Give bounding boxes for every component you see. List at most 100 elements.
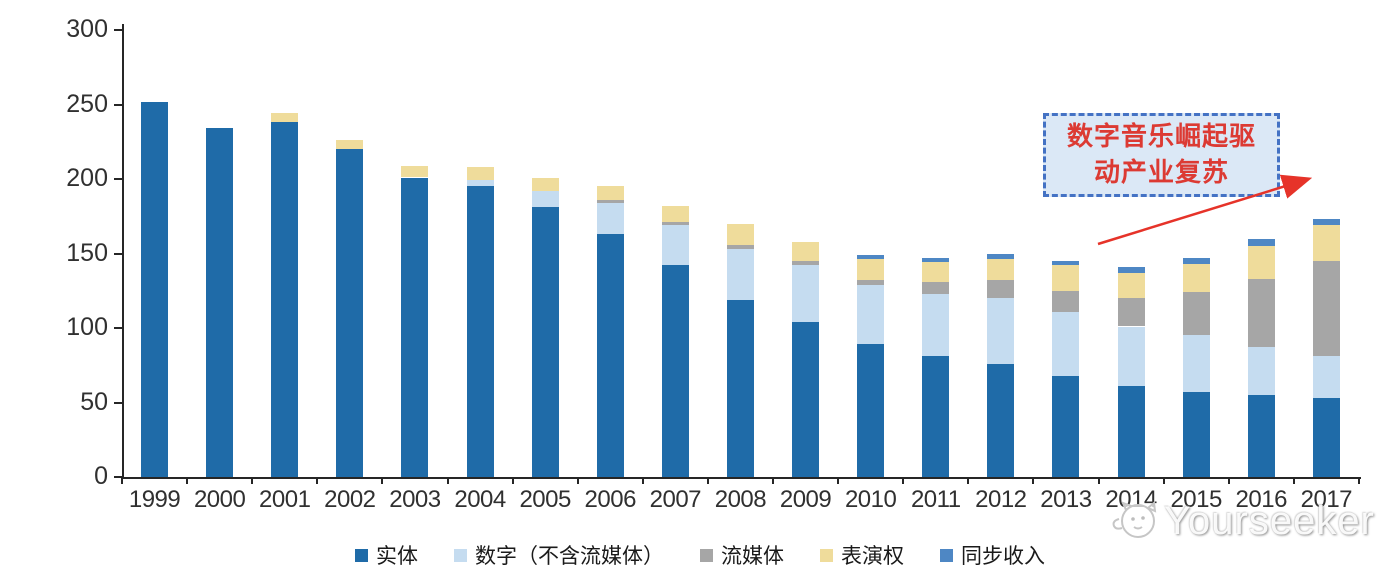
legend-label: 表演权 — [841, 544, 904, 568]
bar-segment-2017-同步收入 — [1312, 219, 1340, 226]
x-tick — [251, 477, 254, 484]
bar-segment-2014-流媒体 — [1117, 298, 1145, 327]
x-tick — [641, 477, 644, 484]
bar-segment-2007-表演权 — [661, 205, 689, 223]
bar-segment-2008-数字（不含流媒体） — [726, 249, 754, 300]
bar-segment-2016-流媒体 — [1247, 278, 1275, 348]
x-tick — [316, 477, 319, 484]
x-axis-label-2010: 2010 — [844, 486, 897, 513]
legend-label: 同步收入 — [961, 544, 1045, 568]
bar-segment-2012-实体 — [987, 363, 1015, 477]
bar-segment-2002-表演权 — [336, 140, 364, 150]
bar-segment-2003-实体 — [401, 177, 429, 477]
x-tick — [446, 477, 449, 484]
bar-segment-2007-数字（不含流媒体） — [661, 225, 689, 266]
y-tick-0 — [114, 476, 122, 478]
x-axis-label-2016: 2016 — [1235, 486, 1288, 513]
legend-swatch-icon — [454, 548, 467, 562]
watermark: Yourseeker — [1108, 494, 1375, 548]
bar-segment-2000-实体 — [206, 128, 234, 477]
legend: 实体 数字（不含流媒体） 流媒体 表演权 同步收入 — [40, 540, 1360, 570]
x-axis-label-2007: 2007 — [649, 486, 702, 513]
bar-segment-2013-流媒体 — [1052, 290, 1080, 312]
x-tick — [576, 477, 579, 484]
y-axis-label: 50 — [80, 387, 108, 416]
bar-segment-2009-表演权 — [792, 241, 820, 261]
legend-item-实体: 实体 — [355, 540, 418, 570]
bar-segment-2014-数字（不含流媒体） — [1117, 326, 1145, 387]
y-axis-label: 100 — [66, 313, 108, 341]
bar-segment-2011-流媒体 — [922, 281, 950, 294]
bar-segment-2005-数字（不含流媒体） — [531, 190, 559, 208]
legend-swatch-icon — [940, 548, 953, 562]
bar-segment-2011-表演权 — [922, 262, 950, 282]
y-axis-label: 150 — [66, 238, 108, 267]
bar-segment-2007-流媒体 — [661, 222, 689, 226]
bar-segment-2009-数字（不含流媒体） — [792, 265, 820, 323]
legend-label: 实体 — [376, 544, 418, 568]
legend-label: 数字（不含流媒体） — [475, 544, 664, 568]
bar-segment-2016-实体 — [1247, 395, 1275, 477]
x-tick — [706, 477, 709, 484]
y-axis-label: 200 — [66, 164, 108, 192]
bar-segment-2008-流媒体 — [726, 244, 754, 250]
legend-label: 流媒体 — [721, 544, 784, 568]
y-axis-line — [122, 24, 124, 479]
bar-segment-2012-数字（不含流媒体） — [987, 298, 1015, 364]
bar-segment-2009-流媒体 — [792, 260, 820, 266]
bar-segment-2006-流媒体 — [596, 199, 624, 203]
bar-segment-2010-数字（不含流媒体） — [857, 284, 885, 345]
x-tick — [772, 477, 774, 484]
x-axis-label-2006: 2006 — [584, 486, 637, 513]
bar-segment-2013-实体 — [1052, 375, 1080, 477]
x-axis-label-2009: 2009 — [779, 486, 832, 513]
bar-segment-2004-实体 — [466, 186, 494, 477]
bar-segment-2001-表演权 — [271, 113, 299, 123]
x-tick — [837, 477, 840, 484]
x-axis-label-2008: 2008 — [714, 486, 767, 513]
bar-segment-2006-表演权 — [596, 186, 624, 200]
bar-segment-2010-同步收入 — [857, 254, 885, 260]
bar-segment-2015-数字（不含流媒体） — [1182, 335, 1210, 393]
bar-segment-2012-流媒体 — [987, 280, 1015, 299]
x-tick — [902, 477, 905, 484]
bar-segment-2006-实体 — [596, 234, 624, 477]
y-axis-label: 0 — [94, 462, 108, 490]
legend-item-表演权: 表演权 — [820, 540, 904, 570]
y-tick-150 — [114, 252, 122, 255]
annotation-box: 数字音乐崛起驱 动产业复苏 — [1043, 113, 1280, 197]
bar-segment-2011-数字（不含流媒体） — [922, 293, 950, 357]
bar-segment-2010-表演权 — [857, 259, 885, 281]
legend-swatch-icon — [820, 548, 833, 562]
bar-segment-2004-数字（不含流媒体） — [466, 180, 494, 187]
bar-segment-2013-数字（不含流媒体） — [1052, 311, 1080, 376]
bar-segment-2010-实体 — [857, 344, 885, 477]
bar-segment-2016-表演权 — [1247, 246, 1275, 279]
bar-segment-2015-流媒体 — [1182, 292, 1210, 336]
legend-item-数字（不含流媒体）: 数字（不含流媒体） — [454, 540, 664, 570]
bar-segment-2017-数字（不含流媒体） — [1312, 356, 1340, 399]
x-axis-label-2013: 2013 — [1040, 486, 1092, 513]
bar-segment-2003-表演权 — [401, 165, 429, 178]
bar-segment-2015-同步收入 — [1182, 257, 1210, 264]
x-tick — [511, 477, 514, 484]
x-tick — [1227, 477, 1230, 484]
x-axis-label-2004: 2004 — [454, 486, 506, 513]
bar-segment-2015-表演权 — [1182, 263, 1210, 293]
bar-segment-1999-实体 — [141, 101, 169, 477]
bar-segment-2017-表演权 — [1312, 225, 1340, 261]
bar-segment-2014-实体 — [1117, 386, 1145, 477]
y-tick-300 — [114, 29, 122, 31]
bar-segment-2013-表演权 — [1052, 265, 1080, 291]
bar-segment-2012-同步收入 — [987, 253, 1015, 260]
annotation-text-line2: 动产业复苏 — [1093, 158, 1229, 187]
y-tick-100 — [114, 327, 122, 329]
bar-segment-2005-实体 — [531, 207, 559, 477]
bar-segment-2008-实体 — [726, 299, 754, 477]
y-axis-label: 250 — [66, 89, 108, 118]
cat-logo-icon — [1112, 501, 1157, 538]
x-tick — [1292, 477, 1295, 484]
bar-segment-2004-表演权 — [466, 167, 494, 181]
bar-segment-2011-实体 — [922, 356, 950, 477]
bar-segment-2008-表演权 — [726, 223, 754, 245]
